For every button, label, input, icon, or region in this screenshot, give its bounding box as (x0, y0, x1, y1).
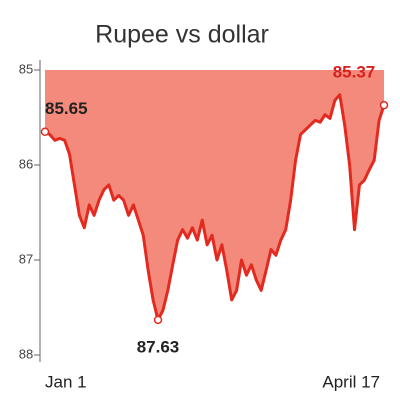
point-marker (40, 127, 50, 136)
data-label: 87.63 (137, 337, 180, 356)
data-label: 85.37 (333, 63, 376, 82)
line (44, 93, 386, 322)
data-label: 85.65 (45, 99, 88, 118)
x-tick-label: Jan 1 (45, 372, 87, 391)
point-marker (153, 315, 163, 325)
y-tick-label: 87 (19, 251, 33, 266)
point-marker (379, 100, 389, 110)
chart-title: Rupee vs dollar (95, 21, 269, 49)
y-tick-label: 85 (19, 61, 33, 76)
area (45, 70, 384, 320)
y-tick-label: 88 (19, 346, 33, 361)
x-tick-label: April 17 (322, 372, 380, 391)
y-tick-label: 86 (19, 156, 33, 171)
